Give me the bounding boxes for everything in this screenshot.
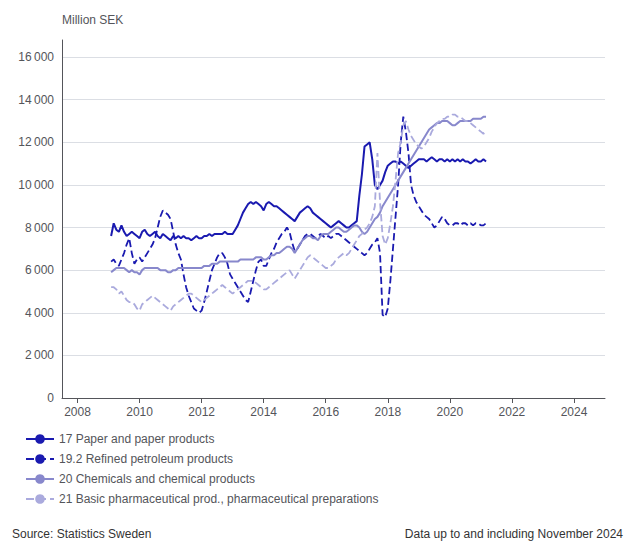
svg-text:Million SEK: Million SEK (62, 13, 123, 27)
svg-text:10 000: 10 000 (18, 178, 54, 192)
svg-text:19.2 Refined petroleum product: 19.2 Refined petroleum products (59, 452, 233, 466)
svg-text:2008: 2008 (64, 405, 91, 419)
svg-text:2018: 2018 (374, 405, 401, 419)
svg-text:Source: Statistics Sweden: Source: Statistics Sweden (12, 527, 151, 541)
svg-text:2022: 2022 (499, 405, 526, 419)
svg-text:2014: 2014 (250, 405, 277, 419)
svg-text:14 000: 14 000 (18, 93, 54, 107)
svg-text:8 000: 8 000 (25, 221, 54, 235)
svg-text:2012: 2012 (188, 405, 215, 419)
svg-text:2020: 2020 (437, 405, 464, 419)
svg-text:21 Basic pharmaceutical prod.,: 21 Basic pharmaceutical prod., pharmaceu… (59, 492, 379, 506)
svg-text:17 Paper and paper products: 17 Paper and paper products (59, 432, 214, 446)
svg-text:2016: 2016 (312, 405, 339, 419)
svg-text:Data up to and including Novem: Data up to and including November 2024 (405, 527, 623, 541)
svg-text:20 Chemicals and chemical prod: 20 Chemicals and chemical products (59, 472, 255, 486)
svg-text:0: 0 (47, 391, 54, 405)
svg-text:2 000: 2 000 (25, 348, 54, 362)
svg-text:12 000: 12 000 (18, 135, 54, 149)
svg-text:2010: 2010 (126, 405, 153, 419)
svg-text:16 000: 16 000 (18, 50, 54, 64)
svg-text:4 000: 4 000 (25, 306, 54, 320)
svg-text:2024: 2024 (561, 405, 588, 419)
svg-text:6 000: 6 000 (25, 263, 54, 277)
